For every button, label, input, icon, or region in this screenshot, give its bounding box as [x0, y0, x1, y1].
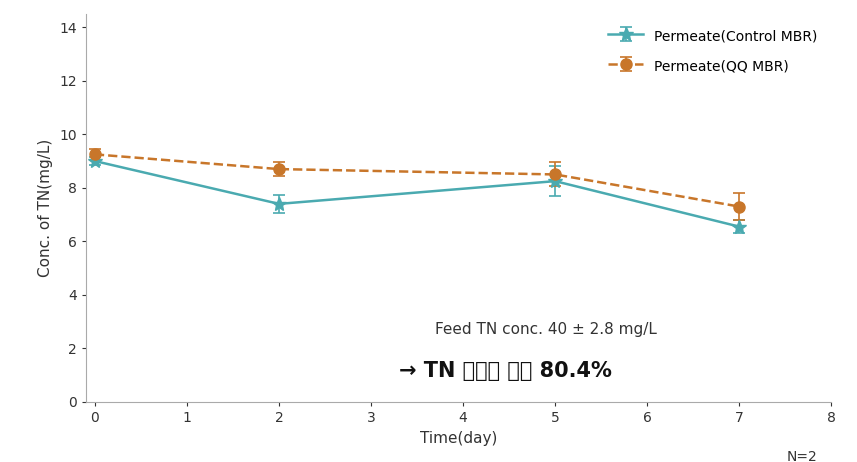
Legend: Permeate(Control MBR), Permeate(QQ MBR): Permeate(Control MBR), Permeate(QQ MBR) [602, 21, 824, 81]
Text: Feed TN conc. 40 ± 2.8 mg/L: Feed TN conc. 40 ± 2.8 mg/L [435, 322, 657, 337]
Text: N=2: N=2 [787, 450, 818, 462]
Y-axis label: Conc. of TN(mg/L): Conc. of TN(mg/L) [39, 139, 53, 277]
X-axis label: Time(day): Time(day) [420, 431, 497, 445]
Text: → TN 제거율 평균 80.4%: → TN 제거율 평균 80.4% [399, 361, 612, 381]
